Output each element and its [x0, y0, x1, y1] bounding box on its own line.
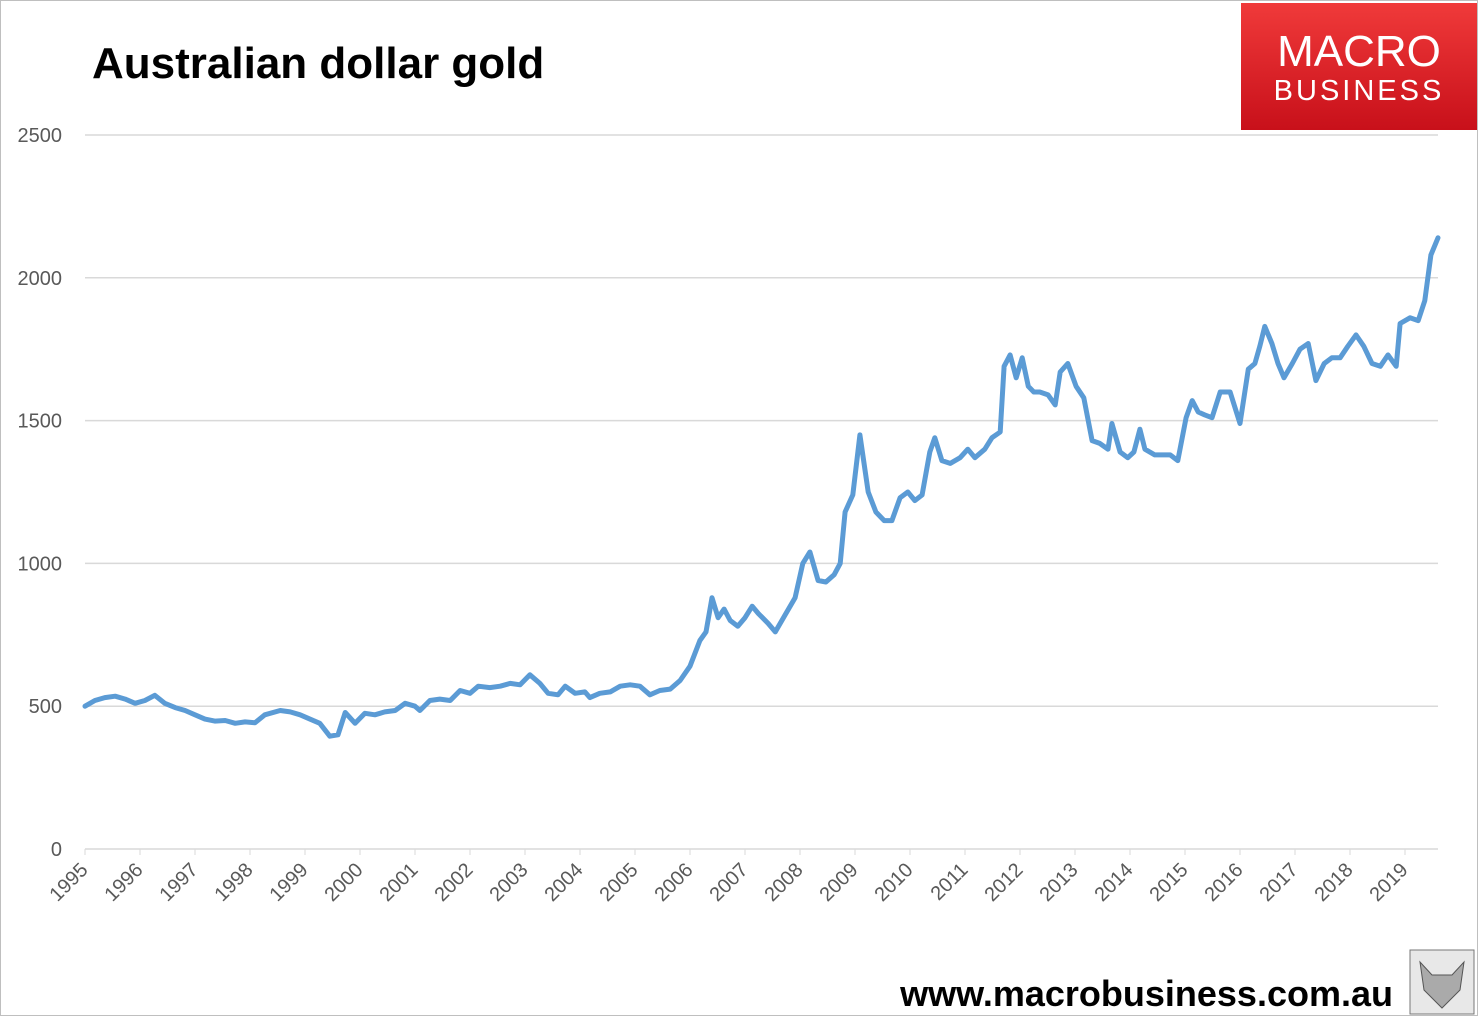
y-tick-label: 1000 [18, 553, 63, 575]
y-tick-label: 0 [51, 839, 62, 861]
y-tick-label: 2000 [18, 268, 63, 290]
y-tick-label: 1500 [18, 411, 63, 433]
y-tick-label: 2500 [18, 125, 63, 147]
logo-box [1241, 3, 1477, 130]
website: www.macrobusiness.com.au [899, 973, 1393, 1014]
logo-text: BUSINESS [1274, 75, 1445, 107]
logo-text: MACRO [1277, 27, 1441, 76]
fox-icon [1419, 960, 1465, 1009]
chart-title: Australian dollar gold [92, 39, 544, 88]
data-line [82, 235, 1441, 739]
y-tick-label: 500 [29, 696, 62, 718]
